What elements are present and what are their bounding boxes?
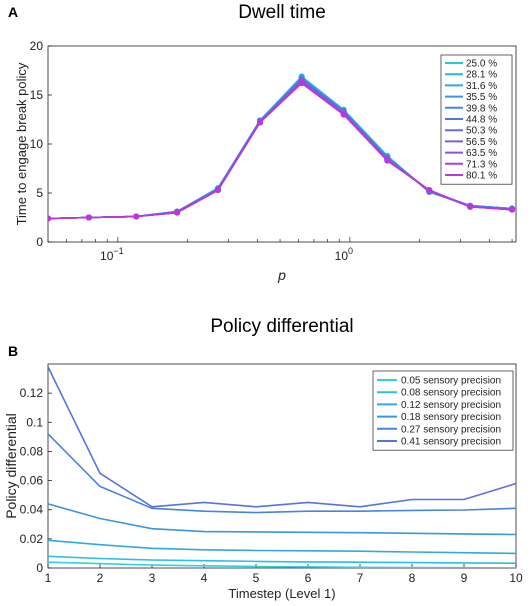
point-a-10-2 — [133, 213, 140, 220]
series-b-line-3 — [48, 503, 516, 536]
point-a-10-10 — [467, 203, 474, 210]
x-tick-label-b-9: 10 — [509, 571, 523, 585]
legend-a-label-4: 39.8 % — [466, 103, 497, 114]
chart-a-title: Dwell time — [238, 2, 326, 23]
x-tick-label-b-1: 2 — [97, 571, 104, 585]
y-tick-label-b-2: 0.04 — [20, 503, 44, 517]
series-b-line-2 — [48, 539, 516, 555]
point-a-10-7 — [340, 111, 347, 118]
legend-b-label-0: 0.05 sensory precision — [401, 376, 501, 387]
legend-b — [372, 370, 514, 451]
y-tick-label-a-0: 0 — [36, 235, 43, 249]
point-a-10-5 — [257, 119, 264, 126]
y-tick-label-a-4: 20 — [30, 39, 44, 53]
panel-b-label: B — [8, 343, 19, 359]
legend-a-label-10: 80.1 % — [466, 171, 497, 182]
y-tick-label-b-0: 0 — [36, 561, 43, 575]
legend-a-label-3: 35.5 % — [466, 92, 497, 103]
y-axis-label-b: Policy differential — [3, 413, 19, 519]
legend-a-label-9: 71.3 % — [466, 159, 497, 170]
y-tick-label-b-1: 0.02 — [20, 532, 44, 546]
series-a-line-10 — [48, 82, 513, 220]
x-tick-label-b-8: 9 — [461, 571, 468, 585]
point-a-10-3 — [174, 209, 181, 216]
legend-a-label-5: 44.8 % — [466, 115, 497, 126]
legend-a-label-6: 50.3 % — [466, 126, 497, 137]
legend-a-label-2: 31.6 % — [466, 81, 497, 92]
y-tick-label-a-2: 10 — [30, 137, 44, 151]
point-a-10-8 — [384, 157, 391, 164]
series-b-line-5 — [48, 366, 516, 508]
legend-b-label-5: 0.41 sensory precision — [401, 437, 501, 448]
y-tick-label-b-5: 0.1 — [26, 415, 43, 429]
series-b-line-1 — [48, 555, 516, 564]
point-a-10-1 — [85, 214, 92, 221]
series-b-line-0 — [48, 561, 516, 568]
series-b-line-4 — [48, 433, 516, 514]
legend-b-label-1: 0.08 sensory precision — [401, 388, 501, 399]
y-tick-label-a-1: 5 — [36, 186, 43, 200]
x-tick-label-b-7: 8 — [409, 571, 416, 585]
y-tick-label-b-6: 0.12 — [20, 386, 44, 400]
legend-a-label-8: 63.5 % — [466, 148, 497, 159]
x-tick-label-b-4: 5 — [253, 571, 260, 585]
x-tick-label-b-2: 3 — [149, 571, 156, 585]
x-tick-label-a-1: 100 — [335, 246, 353, 263]
legend-a-label-7: 56.5 % — [466, 137, 497, 148]
x-axis-label-b: Timestep (Level 1) — [228, 586, 335, 601]
point-a-10-4 — [214, 187, 221, 194]
x-tick-label-a-0: 10−1 — [100, 246, 124, 263]
point-a-10-6 — [298, 80, 305, 87]
legend-b-label-3: 0.18 sensory precision — [401, 412, 501, 423]
chart-a: 0 5 10 15 20 10−1 100 p Time to engage break pol… — [14, 39, 517, 283]
y-tick-label-b-3: 0.06 — [20, 474, 44, 488]
chart-b-title: Policy differential — [210, 316, 354, 337]
plot-area-a — [47, 45, 517, 243]
x-tick-label-b-0: 1 — [45, 571, 52, 585]
series-a-10 — [48, 80, 516, 222]
panel-a-label: A — [8, 4, 19, 20]
y-tick-label-b-4: 0.08 — [20, 444, 44, 458]
y-tick-label-a-3: 15 — [30, 88, 44, 102]
point-a-10-0 — [48, 215, 51, 222]
legend-b-label-4: 0.27 sensory precision — [401, 424, 501, 435]
x-tick-label-b-3: 4 — [201, 571, 208, 585]
legend-b-label-2: 0.12 sensory precision — [401, 400, 501, 411]
x-tick-label-b-5: 6 — [305, 571, 312, 585]
legend-a-label-1: 28.1 % — [466, 70, 497, 81]
x-tick-label-b-6: 7 — [357, 571, 364, 585]
point-a-10-9 — [426, 187, 433, 194]
point-a-10-11 — [509, 206, 516, 213]
legend-a-label-0: 25.0 % — [466, 59, 497, 70]
y-axis-label-a: Time to engage break policy — [14, 62, 29, 225]
x-axis-label-a: p — [277, 267, 286, 283]
